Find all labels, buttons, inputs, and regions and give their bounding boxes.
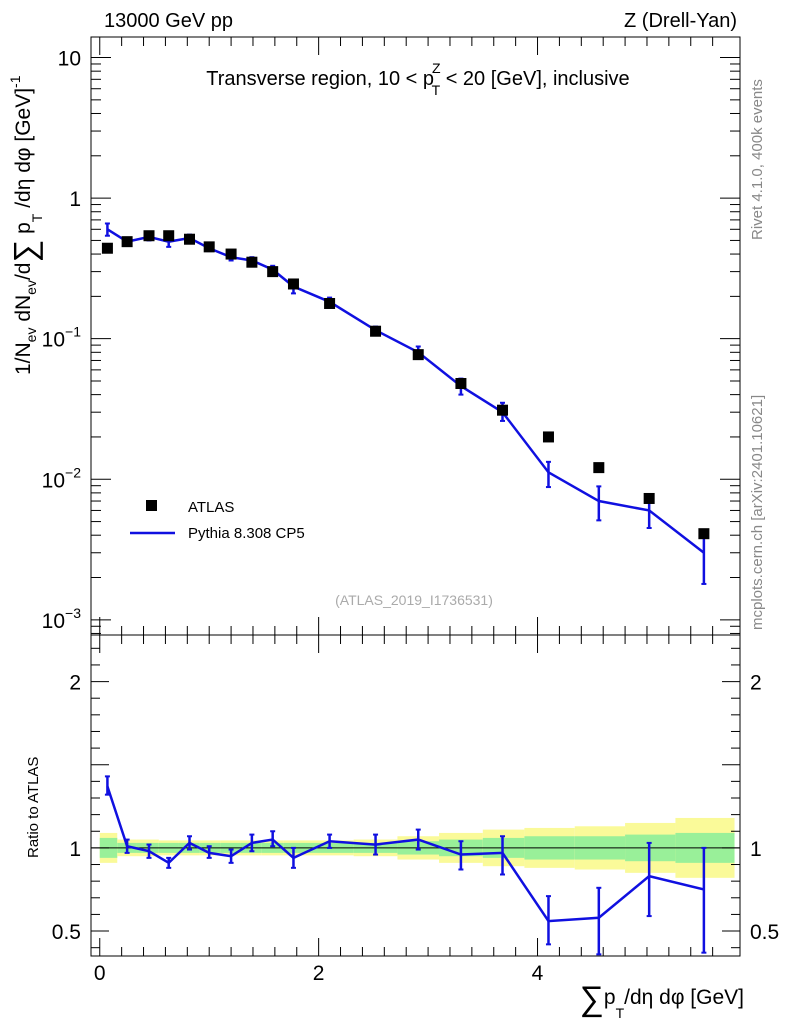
y-tick-label-exp: −3: [65, 605, 81, 621]
data-point: [287, 278, 299, 290]
ylabel-sub: ev: [23, 328, 39, 343]
ylabel-sub: ev: [23, 280, 39, 295]
main-frame: [90, 36, 741, 636]
main-axis-ticks: [91, 37, 740, 635]
ratio-x-tick-label: 0: [94, 962, 106, 985]
data-point: [143, 230, 155, 242]
y-tick-label: 10: [58, 48, 81, 71]
data-series: [101, 230, 710, 540]
plot-title-post: < 20 [GeV], inclusive: [440, 68, 630, 90]
ylabel-part: 1/N: [12, 342, 35, 375]
ratio-x-tick-label: 4: [532, 962, 544, 985]
y-tick-label: 10−3: [42, 605, 82, 633]
ratio-y-tick-label-right: 2: [750, 672, 762, 695]
ratio-axis-ticks: [91, 635, 740, 956]
data-point: [183, 233, 195, 245]
xlabel-part: p: [604, 986, 616, 1009]
ratio-y-tick-label-right: 0.5: [750, 921, 779, 944]
xlabel-sub: T: [616, 1005, 625, 1021]
y-tick-label-base: 10: [42, 469, 65, 492]
y-tick-label: 1: [69, 188, 81, 211]
data-point: [225, 248, 237, 260]
xlabel-sigma: ∑: [580, 980, 604, 1018]
header-right: Z (Drell-Yan): [624, 10, 737, 32]
ratio-y-tick-labels: 0.5 0.5 1 1 2 2: [52, 672, 779, 944]
data-point: [267, 266, 279, 278]
legend: ATLAS Pythia 8.308 CP5: [130, 499, 305, 542]
ratio-frame: [90, 634, 741, 957]
legend-mc-label: Pythia 8.308 CP5: [188, 525, 305, 542]
data-point: [497, 404, 509, 416]
y-tick-label-exp: −2: [65, 464, 81, 480]
ratio-y-axis-label: Ratio to ATLAS: [25, 757, 42, 858]
ratio-x-tick-labels: 0 2 4: [94, 962, 544, 985]
y-tick-label-exp: −1: [65, 324, 81, 340]
data-point: [246, 256, 258, 268]
rivet-label: Rivet 4.1.0, 400k events: [749, 79, 766, 240]
ratio-mc-series: [104, 775, 707, 956]
data-point: [163, 230, 175, 242]
data-point: [542, 431, 554, 443]
legend-data-label: ATLAS: [188, 499, 234, 516]
data-point: [203, 241, 215, 253]
y-tick-label: 10−1: [42, 324, 82, 352]
y-tick-label-base: 10: [42, 610, 65, 633]
ylabel-sup: -1: [7, 75, 23, 88]
mcplots-label: mcplots.cern.ch [arXiv:2401.10621]: [749, 395, 766, 630]
watermark: (ATLAS_2019_I1736531): [335, 592, 493, 608]
data-point: [455, 377, 467, 389]
ylabel-part: dN: [12, 295, 35, 328]
ylabel-sub: T: [29, 213, 45, 222]
plot-title-sup: Z: [432, 60, 441, 76]
data-point: [101, 242, 113, 254]
data-point: [412, 349, 424, 361]
ratio-y-tick-label-right: 1: [750, 838, 762, 861]
plot-title-sub: T: [432, 82, 441, 98]
ylabel-part: /dη dφ [GeV]: [12, 88, 35, 214]
main-y-axis-label: 1/Nev dNev/d∑ pT /dη dφ [GeV]-1: [7, 75, 45, 375]
ylabel-part: /d: [12, 263, 35, 281]
data-point: [698, 528, 710, 540]
data-point: [593, 462, 605, 474]
data-point: [643, 492, 655, 504]
ylabel-sigma: ∑: [7, 240, 43, 263]
xlabel-part: /dη dφ [GeV]: [624, 986, 744, 1009]
ratio-y-tick-label: 1: [69, 838, 81, 861]
y-tick-label: 10−2: [42, 464, 82, 492]
ratio-x-tick-label: 2: [313, 962, 325, 985]
data-point: [121, 236, 133, 248]
plot-title-pre: Transverse region, 10 < p: [206, 68, 434, 90]
data-point: [324, 297, 336, 309]
ratio-x-axis-label: ∑pT/dη dφ [GeV]: [580, 980, 744, 1021]
ratio-y-tick-label: 0.5: [52, 921, 81, 944]
ratio-panel: 0.5 0.5 1 1 2 2 0 2 4 Ratio to ATLAS ∑pT/dη dφ …: [25, 634, 779, 1021]
plot-title: Transverse region, 10 < pZ T < 20 [GeV], …: [206, 60, 629, 98]
header-left: 13000 GeV pp: [104, 10, 233, 32]
y-tick-label-base: 10: [42, 329, 65, 352]
ylabel-part: p: [12, 222, 35, 240]
legend-data-marker: [146, 500, 157, 511]
data-point: [370, 325, 382, 337]
ratio-y-tick-label: 2: [69, 672, 81, 695]
